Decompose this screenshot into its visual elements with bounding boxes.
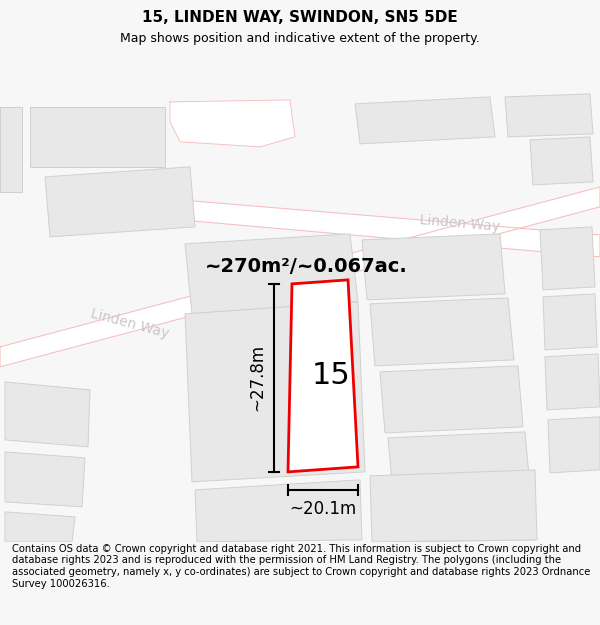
- Polygon shape: [5, 382, 90, 447]
- Polygon shape: [370, 470, 537, 542]
- Polygon shape: [530, 137, 593, 185]
- Polygon shape: [545, 354, 600, 410]
- Polygon shape: [195, 480, 362, 542]
- Text: Map shows position and indicative extent of the property.: Map shows position and indicative extent…: [120, 32, 480, 45]
- Text: Contains OS data © Crown copyright and database right 2021. This information is : Contains OS data © Crown copyright and d…: [12, 544, 590, 589]
- Polygon shape: [543, 294, 597, 350]
- Polygon shape: [362, 234, 505, 300]
- Text: Linden Way: Linden Way: [89, 307, 171, 341]
- Text: Linden Way: Linden Way: [419, 213, 501, 234]
- Polygon shape: [185, 234, 358, 314]
- Polygon shape: [355, 97, 495, 144]
- Polygon shape: [170, 100, 295, 147]
- Polygon shape: [5, 452, 85, 507]
- Polygon shape: [395, 494, 535, 542]
- Polygon shape: [5, 512, 75, 542]
- Polygon shape: [540, 227, 595, 290]
- Polygon shape: [0, 107, 22, 192]
- Polygon shape: [185, 302, 365, 482]
- Polygon shape: [180, 200, 600, 257]
- Polygon shape: [370, 298, 514, 366]
- Text: ~27.8m: ~27.8m: [248, 344, 266, 411]
- Polygon shape: [388, 432, 530, 493]
- Polygon shape: [45, 167, 195, 237]
- Polygon shape: [0, 187, 600, 367]
- Polygon shape: [288, 280, 358, 472]
- Text: 15: 15: [312, 361, 351, 390]
- Text: ~20.1m: ~20.1m: [289, 500, 356, 518]
- Polygon shape: [548, 417, 600, 473]
- Polygon shape: [505, 94, 593, 137]
- Text: 15, LINDEN WAY, SWINDON, SN5 5DE: 15, LINDEN WAY, SWINDON, SN5 5DE: [142, 10, 458, 25]
- Text: ~270m²/~0.067ac.: ~270m²/~0.067ac.: [205, 258, 408, 276]
- Polygon shape: [380, 366, 523, 433]
- Polygon shape: [30, 107, 165, 167]
